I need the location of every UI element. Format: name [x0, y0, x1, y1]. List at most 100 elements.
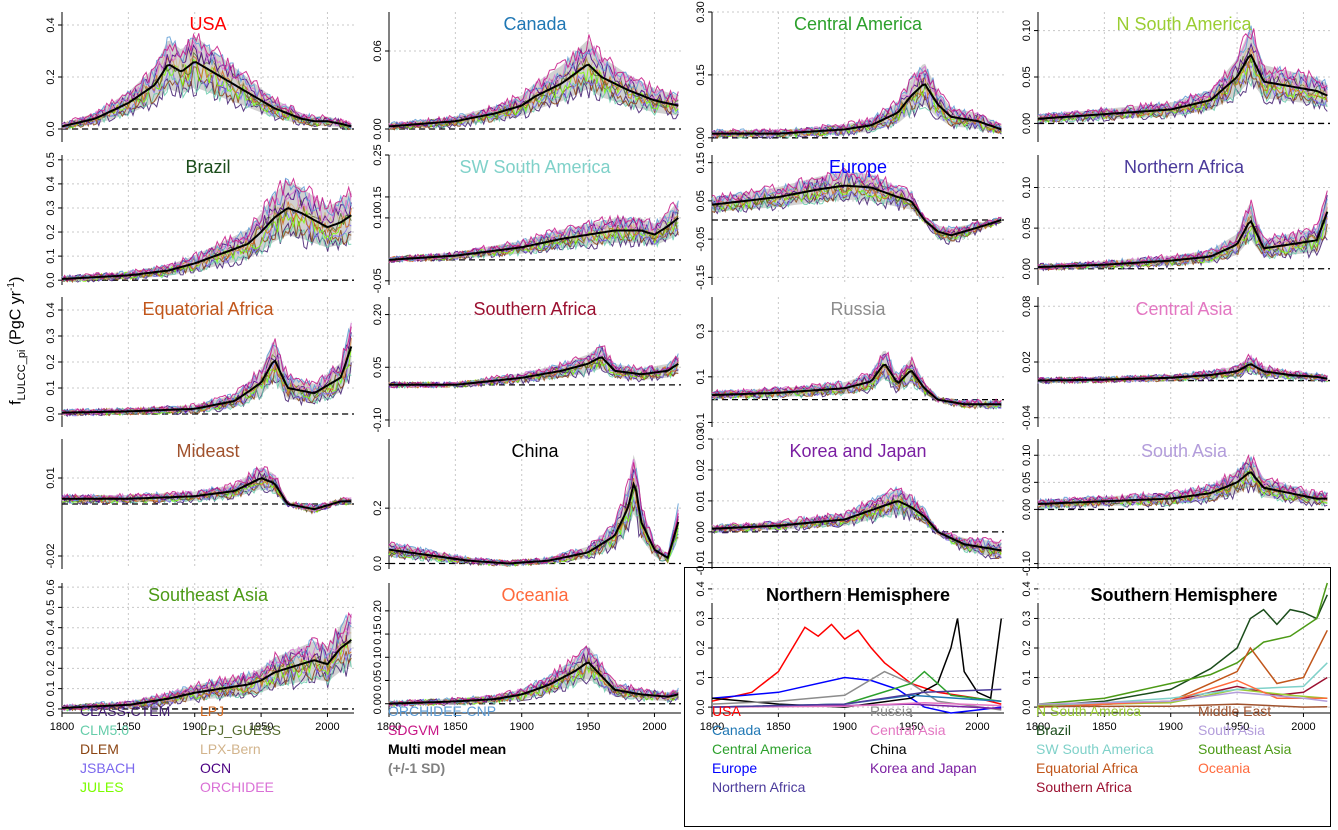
model-line [711, 487, 1002, 553]
multi-model-mean-line [61, 207, 352, 280]
model-legend-col-2: LPJ LPJ_GUESS LPX-Bern OCN ORCHIDEE [200, 702, 281, 797]
model-line [61, 32, 352, 128]
model-line [61, 76, 352, 130]
model-line [61, 186, 352, 282]
x-tick-label: 1900 [832, 721, 856, 733]
panel-title: Europe [829, 157, 887, 177]
panel-southern-africa: -0.10 0.05 0.20 Southern Africa [372, 297, 681, 433]
y-tick-label: 0.00 [372, 693, 384, 714]
legend-region-n-south-america: N South America [1036, 703, 1142, 719]
model-line [388, 645, 679, 708]
multi-model-mean-line [388, 661, 679, 705]
series-line-middle-east [1037, 703, 1328, 708]
y-tick-label: 0.2 [45, 354, 57, 369]
panel-title: Canada [503, 14, 567, 34]
sd-band [62, 613, 352, 711]
model-legend-col-3: ORCHIDEE-CNP SDGVM Multi model mean (+/-… [388, 702, 506, 778]
y-tick-label: 0.3 [695, 611, 707, 626]
y-tick-label: -0.02 [45, 543, 57, 568]
panel-northern-africa: 0.00 0.05 0.10 Northern Africa [1021, 155, 1330, 285]
x-tick-label: 1850 [1092, 721, 1116, 733]
x-tick-label: 1850 [116, 721, 140, 733]
panel-northern-hemisphere: 0.0 0.1 0.2 0.3 0.4 1800 1850 1900 1950 2000 North… [695, 581, 1004, 733]
x-tick-label: 1900 [1158, 721, 1182, 733]
multi-model-mean-line [61, 346, 353, 414]
panel-title: USA [189, 14, 226, 34]
legend-region-middle-east: Middle East [1198, 703, 1272, 719]
model-line [388, 48, 679, 129]
sd-band [1038, 457, 1328, 508]
y-tick-label: 0.06 [372, 40, 384, 61]
multi-model-mean-line [1037, 471, 1328, 505]
y-tick-label: -0.05 [372, 268, 384, 293]
legend-model-clm5: CLM5.0 [80, 722, 130, 738]
y-tick-label: 0.00 [695, 521, 707, 542]
y-tick-label: 0.1 [45, 681, 57, 696]
panel-oceania: 0.00 0.05 0.10 0.15 0.20 1800 1850 1900 1950 2000… [372, 583, 681, 733]
model-line [388, 467, 679, 567]
multi-model-mean-line [712, 83, 1002, 135]
y-tick-label: 0.3 [45, 640, 57, 655]
sd-band [62, 181, 352, 282]
y-tick-label: 0.25 [372, 144, 384, 165]
y-tick-label: 0.2 [695, 640, 707, 655]
y-tick-label: 0.00 [1021, 499, 1033, 520]
model-line [1037, 47, 1328, 123]
y-tick-label: 0.15 [695, 64, 707, 85]
panel-title: Mideast [176, 441, 239, 461]
panel-europe: -0.15 -0.05 0.05 0.15 Europe [695, 152, 1004, 290]
multi-model-mean-line [389, 356, 679, 386]
model-line [711, 167, 1002, 234]
panel-brazil: 0.0 0.1 0.2 0.3 0.4 0.5 Brazil [45, 152, 354, 288]
legend-region-sw-south-america: SW South America [1036, 741, 1154, 757]
panel-title: Brazil [185, 157, 230, 177]
panel-usa: 0.0 0.2 0.4 USA [45, 12, 354, 142]
legend-model-lpj-guess: LPJ_GUESS [200, 722, 281, 738]
y-tick-label: 0.10 [1021, 445, 1033, 466]
model-line [711, 179, 1002, 239]
y-axis-label-sub: LULCC_pi [15, 349, 28, 401]
x-tick-label: 2000 [642, 721, 666, 733]
legend-region-south-asia: South Asia [1198, 722, 1265, 738]
x-tick-label: 1850 [443, 721, 467, 733]
multi-model-mean-line [61, 639, 352, 709]
model-line [711, 487, 1002, 545]
y-tick-label: 0.10 [1021, 20, 1033, 41]
model-line [388, 200, 679, 263]
legend-region-southeast-asia: Southeast Asia [1198, 741, 1292, 757]
legend-model-lpj: LPJ [200, 703, 225, 719]
series-line-southeast-asia [1037, 582, 1329, 705]
x-tick-label: 1850 [766, 721, 790, 733]
y-tick-label: 0.10 [372, 647, 384, 668]
model-line [61, 209, 352, 282]
legend-model-orchidee: ORCHIDEE [200, 779, 274, 795]
panel-china: 0.0 0.2 China [372, 439, 681, 571]
x-tick-label: 1900 [182, 721, 206, 733]
y-tick-label: 0.05 [1021, 66, 1033, 87]
model-line [1037, 194, 1328, 271]
y-tick-label: 0.15 [372, 623, 384, 644]
y-tick-label: 0.03 [695, 428, 707, 449]
y-tick-label: 0.3 [695, 324, 707, 339]
y-tick-label: 0.4 [45, 302, 57, 317]
legend-region-usa: USA [712, 703, 741, 719]
multi-model-mean-line [388, 480, 680, 565]
panel-south-asia: -0.10 0.00 0.05 0.10 South Asia [1021, 439, 1330, 576]
model-line [388, 211, 679, 263]
panel-russia: -0.1 0.1 0.3 Russia [695, 297, 1004, 432]
y-tick-label: 0.02 [1021, 351, 1033, 372]
hemisphere-panel-frame [684, 567, 1331, 827]
multi-model-mean-line [711, 363, 1002, 406]
legend-model-lpx-bern: LPX-Bern [200, 741, 261, 757]
panel-title: N South America [1116, 14, 1252, 34]
model-line [61, 651, 352, 712]
y-tick-label: 0.0 [45, 406, 57, 421]
panel-equatorial-africa: 0.0 0.1 0.2 0.3 0.4 Equatorial Africa [45, 297, 354, 427]
series-line-usa [711, 623, 1002, 705]
multi-model-mean-line [1037, 53, 1328, 120]
y-tick-label: 0.05 [1021, 472, 1033, 493]
y-tick-label: 0.0 [45, 273, 57, 288]
panel-title: South Asia [1141, 441, 1228, 461]
x-tick-label: 1800 [377, 721, 401, 733]
